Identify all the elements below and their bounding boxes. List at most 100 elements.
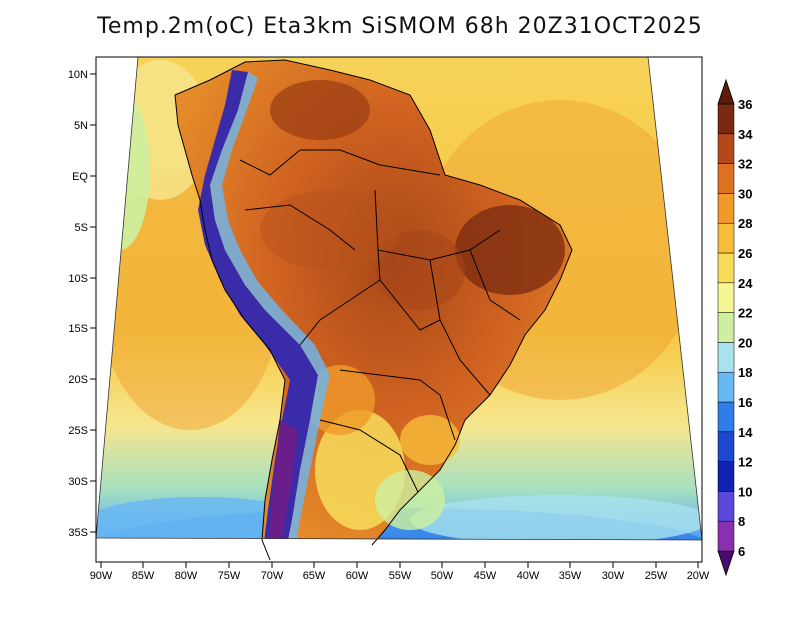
colorbar-label: 22 bbox=[738, 306, 752, 321]
lon-tick: 25W bbox=[645, 562, 668, 582]
lon-label: 65W bbox=[303, 570, 326, 582]
lon-tick: 60W bbox=[346, 562, 369, 582]
lon-label: 45W bbox=[474, 570, 497, 582]
lon-label: 90W bbox=[90, 570, 113, 582]
border-argentina bbox=[319, 419, 419, 493]
colorbar-label: 14 bbox=[738, 425, 753, 440]
lat-label: EQ bbox=[72, 171, 88, 183]
lat-label: 20S bbox=[68, 374, 88, 386]
lon-label: 60W bbox=[346, 570, 369, 582]
lat-tick: 25S bbox=[68, 425, 96, 437]
lat-tick: 15S bbox=[68, 323, 96, 335]
lon-label: 50W bbox=[431, 570, 454, 582]
longitude-axis: 90W 85W 80W 75W 70W 65W 60W 55W 50W 45W … bbox=[90, 562, 710, 582]
political-borders bbox=[174, 59, 573, 561]
lon-label: 85W bbox=[132, 570, 155, 582]
lat-label: 15S bbox=[68, 323, 88, 335]
lon-label: 80W bbox=[175, 570, 198, 582]
axes-frame bbox=[95, 56, 703, 563]
lon-tick: 20W bbox=[687, 562, 710, 582]
lon-tick: 75W bbox=[218, 562, 241, 582]
colorbar-swatch bbox=[717, 461, 735, 492]
colorbar-swatch bbox=[717, 491, 735, 522]
colorbar-swatch bbox=[717, 401, 735, 433]
south-america-land bbox=[175, 60, 572, 540]
colorbar-label: 10 bbox=[738, 484, 752, 499]
colorbar-swatch bbox=[717, 520, 735, 552]
border-peru-brazil bbox=[244, 204, 356, 251]
colorbar-swatch bbox=[717, 252, 735, 284]
lon-tick: 70W bbox=[261, 562, 284, 582]
colorbar-label: 26 bbox=[738, 246, 752, 261]
lat-tick: 5N bbox=[74, 120, 96, 132]
northeast-brazil-hot bbox=[455, 205, 565, 295]
andes-coldest bbox=[268, 420, 298, 540]
lon-tick: 45W bbox=[474, 562, 497, 582]
colorbar-label: 12 bbox=[738, 455, 752, 470]
lon-label: 30W bbox=[602, 570, 625, 582]
lon-tick: 55W bbox=[389, 562, 412, 582]
southern-atlantic-cool bbox=[410, 495, 702, 540]
south-brazil-warm bbox=[400, 415, 460, 465]
lon-tick: 50W bbox=[431, 562, 454, 582]
border-brazil-west bbox=[299, 189, 381, 346]
lat-tick: 20S bbox=[68, 374, 96, 386]
colorbar-max-arrow bbox=[717, 78, 735, 105]
lat-label: 30S bbox=[68, 476, 88, 488]
lon-label: 35W bbox=[559, 570, 582, 582]
lon-tick: 30W bbox=[602, 562, 625, 582]
colorbar-label: 20 bbox=[738, 335, 752, 350]
lon-tick: 85W bbox=[132, 562, 155, 582]
colorbar-swatch bbox=[717, 193, 735, 224]
colorbar-label: 6 bbox=[738, 544, 745, 559]
colorbar-label: 18 bbox=[738, 365, 752, 380]
colorbar-swatch bbox=[717, 371, 735, 403]
colorbar-label: 8 bbox=[738, 514, 745, 529]
colorbar-label: 24 bbox=[738, 276, 753, 291]
lon-label: 75W bbox=[218, 570, 241, 582]
colorbar-label: 34 bbox=[738, 127, 753, 142]
lon-tick: 40W bbox=[517, 562, 540, 582]
lon-label: 55W bbox=[389, 570, 412, 582]
colorbar-swatch bbox=[717, 222, 735, 254]
colorbar-label: 36 bbox=[738, 97, 752, 112]
colorbar-label: 30 bbox=[738, 186, 752, 201]
lat-tick: 5S bbox=[75, 222, 96, 234]
colorbar-swatch bbox=[717, 133, 735, 164]
lon-tick: 35W bbox=[559, 562, 582, 582]
lat-label: 35S bbox=[68, 527, 88, 539]
lon-label: 70W bbox=[261, 570, 284, 582]
lat-label: 5S bbox=[75, 222, 88, 234]
map-domain bbox=[96, 57, 702, 540]
lon-tick: 90W bbox=[90, 562, 113, 582]
lon-label: 20W bbox=[687, 570, 710, 582]
colorbar-label: 16 bbox=[738, 395, 752, 410]
colorbar-swatch bbox=[717, 342, 735, 373]
lat-tick: EQ bbox=[72, 171, 96, 183]
border-state-1 bbox=[377, 229, 501, 261]
lat-tick: 35S bbox=[68, 527, 96, 539]
lon-tick: 80W bbox=[175, 562, 198, 582]
lat-label: 10S bbox=[68, 273, 88, 285]
northern-hot-area bbox=[270, 80, 370, 140]
border-state-2 bbox=[429, 259, 491, 396]
colorbar-min-arrow bbox=[717, 550, 735, 577]
colorbar-swatch bbox=[717, 312, 735, 343]
lat-tick: 10S bbox=[68, 273, 96, 285]
colorbar-label: 28 bbox=[738, 216, 752, 231]
colorbar-swatch bbox=[717, 282, 735, 313]
central-hot-area bbox=[375, 230, 465, 310]
border-colombia bbox=[239, 149, 301, 176]
lat-tick: 10N bbox=[68, 69, 96, 81]
latitude-axis: 10N 5N EQ 5S 10S 15S 20S 25S 30S 35S bbox=[68, 69, 96, 539]
border-state-4 bbox=[469, 249, 521, 321]
border-state-3 bbox=[379, 279, 441, 331]
andes-edge bbox=[210, 72, 330, 540]
lon-tick: 65W bbox=[303, 562, 326, 582]
lat-label: 10N bbox=[68, 69, 88, 81]
colorbar-label: 32 bbox=[738, 157, 752, 172]
colorbar-swatch bbox=[717, 163, 735, 194]
lat-tick: 30S bbox=[68, 476, 96, 488]
lat-label: 5N bbox=[74, 120, 88, 132]
